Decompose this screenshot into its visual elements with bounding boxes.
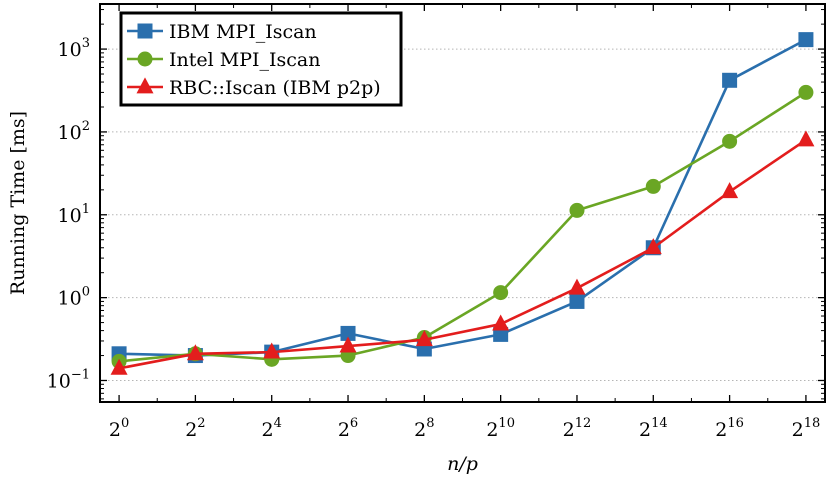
x-tick-label: 24	[262, 416, 282, 441]
legend-entry-2: Intel MPI_Iscan	[127, 49, 320, 71]
legend-marker-shape	[137, 51, 153, 67]
legend-label-2: Intel MPI_Iscan	[169, 49, 320, 71]
data-point	[797, 130, 815, 147]
x-tick-label: 22	[185, 416, 205, 441]
data-point	[492, 314, 510, 331]
data-point	[644, 238, 662, 255]
y-tick-label: 101	[58, 202, 90, 227]
legend-entry-3: RBC::Iscan (IBM p2p)	[127, 77, 381, 99]
x-tick-label: 20	[109, 416, 129, 441]
data-point	[493, 285, 509, 301]
grid-lines	[100, 48, 825, 381]
legend-marker-2	[127, 51, 163, 67]
data-point	[568, 278, 586, 295]
x-tick-label: 212	[563, 416, 592, 441]
legend-marker-3	[127, 77, 163, 94]
x-tick-label: 216	[715, 416, 744, 441]
data-point	[493, 326, 509, 342]
data-point	[340, 325, 356, 341]
data-point	[798, 84, 814, 100]
series-layer	[110, 32, 815, 375]
data-point	[645, 178, 661, 194]
y-tick-label: 10−1	[47, 367, 90, 392]
x-tick-label: 210	[486, 416, 515, 441]
data-point	[798, 32, 814, 48]
data-point	[569, 202, 585, 218]
x-tick-label: 28	[414, 416, 434, 441]
y-axis-label: Running Time [ms]	[7, 111, 29, 295]
data-point	[722, 72, 738, 88]
data-point	[110, 358, 128, 375]
legend-box	[119, 11, 403, 107]
legend-entry-1: IBM MPI_Iscan	[127, 21, 317, 43]
axis-ticks: 10−1 100 101 102 103 20 22 24 26 28 210 212 214 216 21…	[47, 4, 825, 441]
legend-label-3: RBC::Iscan (IBM p2p)	[169, 77, 381, 99]
legend-label-1: IBM MPI_Iscan	[169, 21, 317, 43]
legend-marker-shape	[136, 77, 154, 94]
data-point	[263, 342, 281, 359]
x-tick-label: 218	[792, 416, 821, 441]
y-tick-label: 103	[58, 36, 90, 61]
series-3	[110, 130, 815, 375]
legend-marker-shape	[137, 23, 153, 39]
series-line-3	[118, 138, 807, 370]
data-point	[722, 133, 738, 149]
legend-marker-1	[127, 23, 163, 39]
x-axis-label: n/p	[447, 453, 478, 475]
x-tick-label: 26	[338, 416, 358, 441]
data-point	[569, 293, 585, 309]
x-tick-label: 214	[639, 416, 668, 441]
y-tick-label: 102	[58, 119, 90, 144]
y-tick-label: 100	[58, 285, 90, 310]
data-point	[186, 344, 204, 361]
legend: IBM MPI_Iscan Intel MPI_Iscan RBC::Iscan…	[119, 11, 403, 107]
data-point	[339, 336, 357, 353]
data-point	[415, 330, 433, 347]
data-point	[721, 182, 739, 199]
series-line-2	[118, 91, 807, 363]
